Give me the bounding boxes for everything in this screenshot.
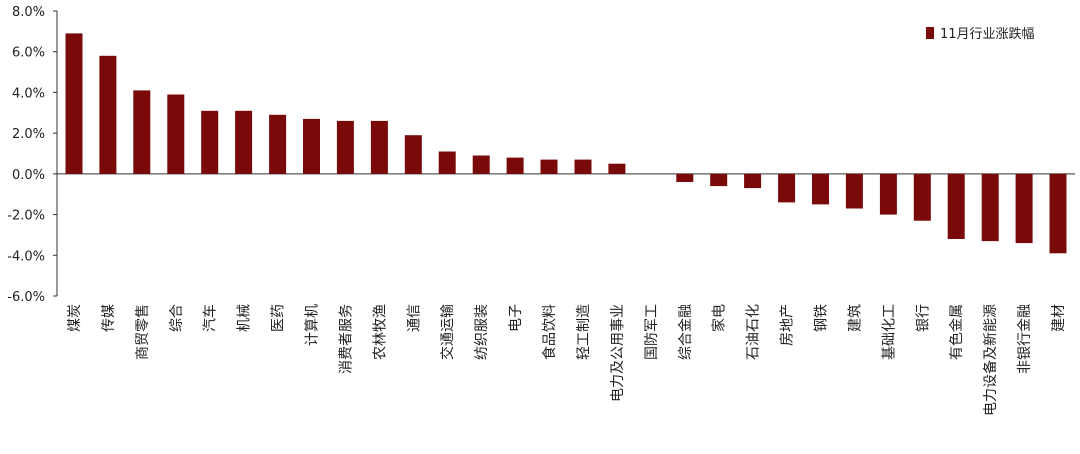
bar [540,159,558,174]
x-tick-label: 传媒 [101,304,117,332]
x-tick-label: 医药 [271,304,287,332]
bar [133,90,151,174]
x-tick-label: 有色金属 [948,304,965,360]
x-tick-label: 消费者服务 [338,304,354,374]
x-tick-label: 交通运输 [439,304,456,360]
bar [947,173,965,239]
bars [65,33,1067,254]
legend: 11月行业涨跌幅 [926,26,1035,42]
x-tick-label: 纺织服装 [474,304,490,360]
legend-label: 11月行业涨跌幅 [940,26,1035,42]
x-tick-label: 电子 [508,304,524,332]
y-tick-label: -4.0% [7,249,45,264]
x-tick-label: 非银行金融 [1017,304,1033,374]
y-tick-label: 6.0% [12,46,45,61]
x-tick-label: 房地产 [780,304,796,346]
x-tick-label: 建筑 [847,304,863,332]
bar [438,151,456,174]
bar [879,173,897,215]
x-tick-label: 银行 [915,304,931,332]
x-tick-label: 钢铁 [814,304,830,332]
x-tick-label: 电力及公用事业 [610,304,626,402]
x-tick-label: 家电 [711,304,728,332]
bar [269,114,287,174]
y-tick-label: -2.0% [7,209,45,224]
x-tick-label: 综合 [169,304,185,332]
bar [235,110,253,174]
bar [303,118,320,174]
bar [778,173,796,203]
x-tick-label: 综合金融 [678,304,694,360]
bar [370,120,388,174]
bar [710,173,728,187]
x-tick-label: 农林牧渔 [372,304,388,360]
bar [404,135,422,174]
y-tick-label: 2.0% [12,127,45,142]
x-tick-label: 轻工制造 [576,304,592,360]
x-tick-label: 电力设备及新能源 [982,304,999,416]
bar [1015,173,1033,244]
bar [506,157,524,174]
x-tick-label: 煤炭 [67,304,83,332]
y-tick-label: 4.0% [12,86,45,101]
bar [608,163,626,174]
bar [201,110,219,174]
bar [574,159,592,174]
bar [913,173,931,221]
x-tick-label: 机械 [237,304,253,332]
bar [676,173,694,182]
bar [472,155,490,174]
bar [99,55,117,174]
bar [336,120,354,174]
bar [744,173,762,189]
y-axis: 8.0% 6.0% 4.0% 2.0% 0.0% -2.0% -4.0% -6.0% [7,5,1075,305]
x-tick-label: 建材 [1051,304,1067,332]
legend-swatch [926,27,934,39]
x-tick-label: 通信 [406,304,422,332]
bar [1049,173,1067,254]
x-tick-label: 国防军工 [644,304,660,360]
y-tick-label: 0.0% [12,168,45,183]
bar [981,173,999,242]
y-tick-label: 8.0% [12,5,45,20]
x-tick-label: 基础化工 [880,304,897,360]
y-tick-label: -6.0% [7,290,45,305]
x-tick-label: 食品饮料 [541,304,558,360]
x-axis-labels: 煤炭 传媒 商贸零售 综合 汽车 机械 医药 计算机 消费者服务 农林牧渔 通信 交通运输 纺织服装 电子… [67,304,1067,416]
x-tick-label: 汽车 [202,304,219,332]
x-tick-label: 商贸零售 [135,304,151,360]
x-tick-label: 石油石化 [746,304,762,360]
bar [845,173,863,209]
x-tick-label: 计算机 [305,304,321,346]
bar [167,94,185,174]
bar [812,173,829,205]
bar [65,33,83,174]
